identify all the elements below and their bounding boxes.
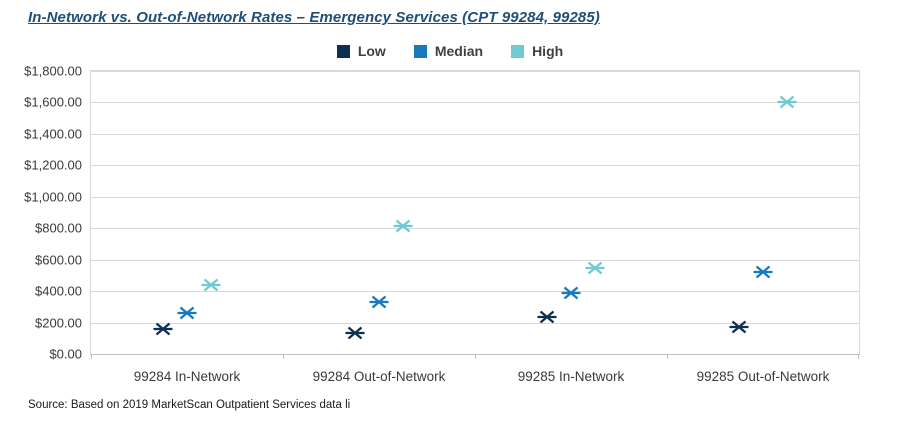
legend-label: Median	[434, 43, 484, 59]
y-axis-label: $0.00	[49, 346, 82, 362]
gridline	[91, 228, 859, 230]
data-point-marker-median	[561, 286, 582, 301]
legend-swatch-low	[336, 44, 350, 58]
legend-swatch-median	[413, 44, 427, 58]
gridline	[91, 102, 859, 104]
x-axis-label: 99285 Out-of-Network	[696, 369, 830, 384]
gridline	[91, 322, 859, 324]
legend-item-high: High	[511, 43, 563, 59]
chart-legend: Low Median High	[0, 43, 900, 59]
data-point-marker-low	[153, 321, 174, 336]
y-axis-label: $400.00	[35, 283, 82, 299]
y-axis-label: $200.00	[35, 315, 82, 331]
x-axis-tick	[667, 354, 668, 359]
gridline	[91, 259, 859, 261]
data-point-marker-low	[729, 320, 750, 335]
data-point-marker-low	[345, 325, 366, 340]
y-axis-label: $1,000.00	[24, 189, 82, 205]
x-axis-tick	[283, 354, 284, 359]
gridline	[91, 133, 859, 135]
data-point-marker-high	[201, 277, 222, 292]
x-axis-tick	[91, 354, 92, 359]
gridline	[91, 196, 859, 198]
y-axis-label: $600.00	[35, 252, 82, 268]
data-point-marker-high	[585, 261, 606, 276]
legend-item-median: Median	[413, 43, 484, 59]
legend-swatch-high	[511, 44, 525, 58]
data-point-marker-median	[177, 306, 198, 321]
gridline	[91, 71, 859, 72]
data-point-marker-low	[537, 310, 558, 325]
y-axis-label: $1,400.00	[24, 126, 82, 142]
source-note: Source: Based on 2019 MarketScan Outpati…	[28, 399, 351, 411]
legend-item-low: Low	[336, 43, 386, 59]
y-axis-label: $1,600.00	[24, 94, 82, 110]
x-axis-label: 99284 In-Network	[133, 369, 241, 384]
chart-title: In-Network vs. Out-of-Network Rates – Em…	[28, 9, 600, 26]
y-axis-label: $1,200.00	[24, 157, 82, 173]
x-axis-label: 99284 Out-of-Network	[312, 369, 446, 384]
x-axis-tick	[858, 354, 859, 359]
gridline	[91, 165, 859, 167]
data-point-marker-median	[369, 295, 390, 310]
data-point-marker-high	[393, 218, 414, 233]
data-point-marker-high	[777, 95, 798, 110]
plot-area: $0.00 $200.00 $400.00 $600.00 $800.00 $1,000.…	[24, 64, 860, 384]
y-axis-label: $800.00	[35, 220, 82, 236]
y-axis-label: $1,800.00	[24, 63, 82, 79]
data-point-marker-median	[753, 265, 774, 280]
legend-label: High	[532, 43, 564, 59]
gridline	[91, 291, 859, 293]
x-axis-tick	[475, 354, 476, 359]
x-axis-label: 99285 In-Network	[517, 369, 625, 384]
legend-label: Low	[357, 43, 386, 59]
